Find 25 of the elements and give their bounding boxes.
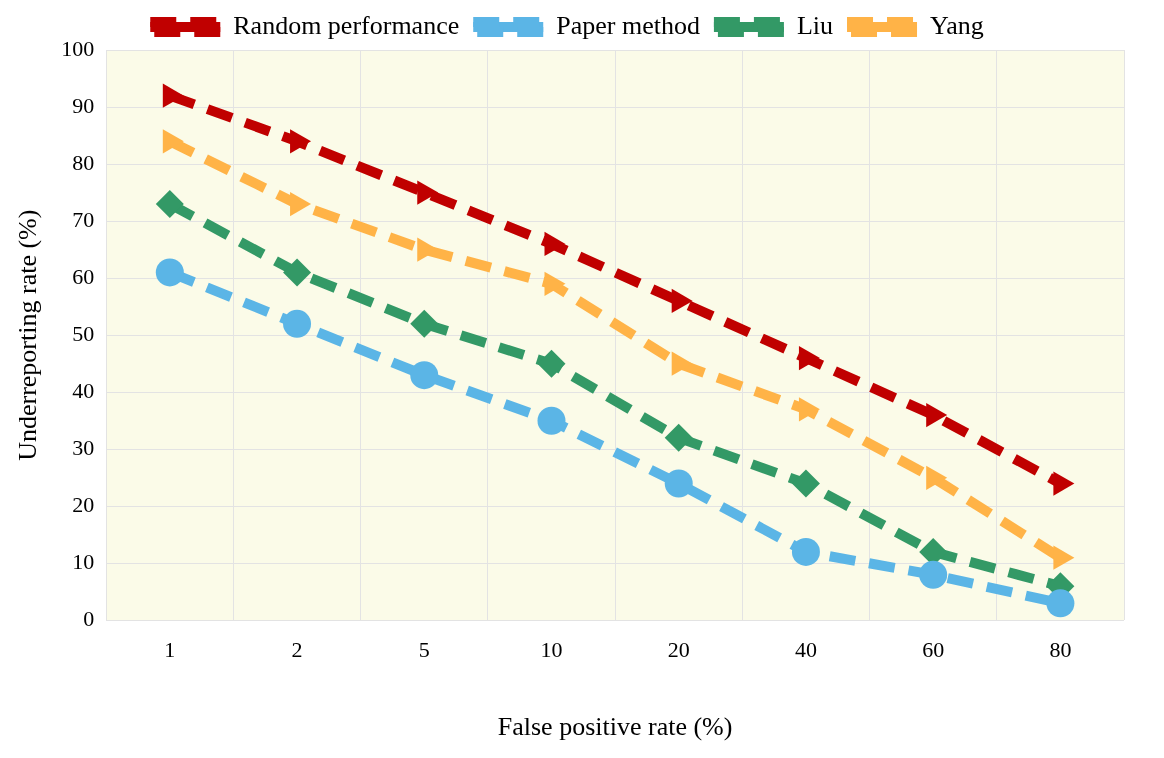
legend-label: Yang: [930, 10, 984, 40]
legend-label: Liu: [796, 10, 834, 40]
x-tick-label: 5: [418, 637, 430, 663]
x-tick-label: 60: [922, 637, 945, 663]
x-axis-title: False positive rate (%): [497, 712, 733, 742]
y-tick-label: 0: [83, 606, 95, 632]
y-tick-label: 90: [72, 92, 95, 118]
y-tick-label: 50: [72, 320, 95, 346]
y-tick-label: 20: [72, 492, 95, 518]
legend-label: Random performance: [233, 10, 460, 40]
x-tick-label: 10: [540, 637, 563, 663]
x-tick-label: 40: [794, 637, 817, 663]
legend-label: Paper method: [556, 10, 700, 40]
x-tick-label: 1: [164, 637, 176, 663]
y-tick-label: 10: [72, 549, 95, 575]
y-tick-label: 80: [72, 149, 95, 175]
y-tick-label: 70: [72, 206, 95, 232]
x-tick-label: 2: [291, 637, 303, 663]
y-tick-label: 30: [72, 435, 95, 461]
y-axis-title: Underreporting rate (%): [13, 209, 43, 461]
y-tick-label: 60: [72, 263, 95, 289]
x-tick-label: 20: [667, 637, 690, 663]
y-tick-label: 100: [61, 35, 95, 61]
y-tick-label: 40: [72, 378, 95, 404]
x-tick-label: 80: [1049, 637, 1072, 663]
